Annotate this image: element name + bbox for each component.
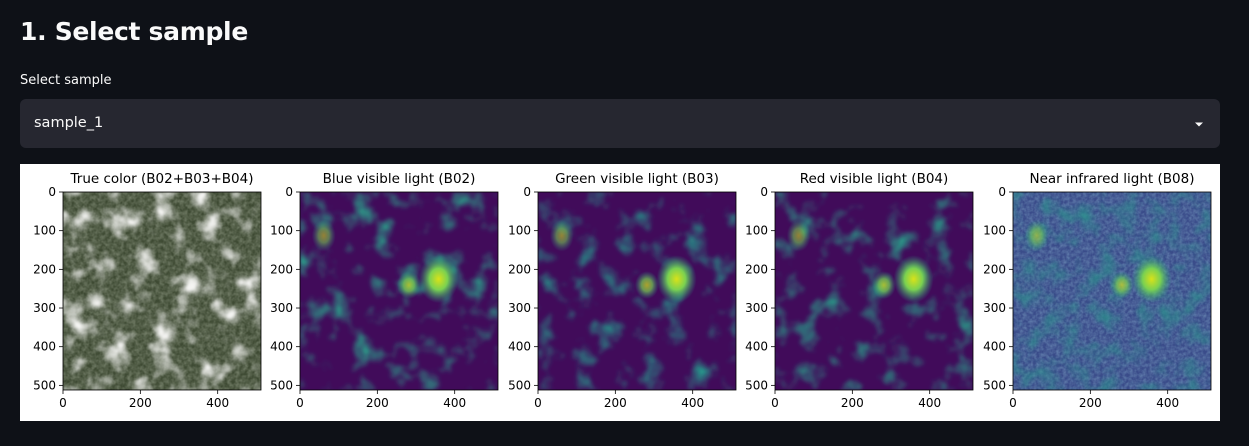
x-tick-label: 0 [534,396,542,410]
y-tick-label: 0 [285,185,293,199]
panel-near-infrared-light-b08: Near infrared light (B08) 0 100 200 300 400 50… [983,171,1212,410]
panel-title: Blue visible light (B02) [323,171,476,187]
x-tick-label: 400 [206,396,229,410]
x-tick-label: 200 [366,396,389,410]
y-tick-label: 300 [33,301,56,315]
y-tick-label: 100 [983,224,1006,238]
y-tick-label: 300 [983,301,1006,315]
panel-red-visible-light-b04: Red visible light (B04)01002003004005000… [745,171,974,410]
band-images-figure: True color (B02+B03+B04) 0 100 200 300 400 500… [20,164,1220,421]
y-tick-label: 200 [33,262,56,276]
y-tick-label: 500 [983,378,1006,392]
panel-green-visible-light-b03: Green visible light (B03) 0 100 200 300 400 50… [508,171,737,410]
y-tick-label: 200 [745,262,768,276]
y-tick-label: 0 [998,185,1006,199]
y-tick-label: 300 [508,301,531,315]
y-tick-label: 0 [48,185,56,199]
axes-frame [774,191,974,391]
panel-title: True color (B02+B03+B04) [70,171,254,187]
y-tick-label: 100 [270,224,293,238]
x-tick-label: 0 [771,396,779,410]
axes-frame [62,191,262,391]
chevron-down-icon [1195,122,1203,127]
y-tick-label: 400 [983,340,1006,354]
y-tick-label: 200 [270,262,293,276]
y-tick-label: 0 [523,185,531,199]
y-tick-label: 200 [508,262,531,276]
panel-blue-visible-light-b02: Blue visible light (B02) 0 100 200 300 400 500… [270,171,499,410]
y-tick-label: 100 [33,224,56,238]
x-tick-label: 400 [1156,396,1179,410]
y-tick-label: 0 [760,185,768,199]
x-tick-label: 400 [681,396,704,410]
x-tick-label: 200 [1079,396,1102,410]
axes-frame [1012,191,1212,391]
x-tick-label: 400 [443,396,466,410]
y-tick-label: 500 [270,378,293,392]
x-tick-label: 0 [296,396,304,410]
band-image [1013,192,1211,390]
y-tick-label: 400 [33,340,56,354]
panel-title: Green visible light (B03) [555,171,719,187]
x-tick-label: 200 [129,396,152,410]
sample-select-value: sample_1 [34,115,104,131]
y-tick-label: 300 [270,301,293,315]
y-tick-label: 400 [508,340,531,354]
select-sample-label: Select sample [20,73,112,88]
sample-select[interactable]: sample_1 [20,99,1220,148]
band-images-plot: True color (B02+B03+B04) 0 100 200 300 400 500… [33,171,1212,410]
y-tick-label: 500 [745,378,768,392]
y-tick-label: 100 [508,224,531,238]
panel-title: Red visible light (B04) [800,171,949,187]
panel-true-color-b02-b03-b04: True color (B02+B03+B04) 0 100 200 300 400 500… [33,171,262,410]
y-tick-label: 400 [745,340,768,354]
y-tick-label: 500 [508,378,531,392]
axes-frame [299,191,499,391]
y-tick-label: 300 [745,301,768,315]
band-image [775,192,973,390]
x-tick-label: 200 [604,396,627,410]
y-tick-label: 200 [983,262,1006,276]
band-image [63,192,261,390]
y-tick-label: 100 [745,224,768,238]
y-tick-label: 500 [33,378,56,392]
x-tick-label: 200 [841,396,864,410]
band-image [300,192,498,390]
x-tick-label: 0 [1009,396,1017,410]
x-tick-label: 400 [918,396,941,410]
band-image [538,192,736,390]
axes-frame [537,191,737,391]
panel-title: Near infrared light (B08) [1029,171,1194,187]
y-tick-label: 400 [270,340,293,354]
x-tick-label: 0 [59,396,67,410]
page-title: 1. Select sample [20,17,248,46]
